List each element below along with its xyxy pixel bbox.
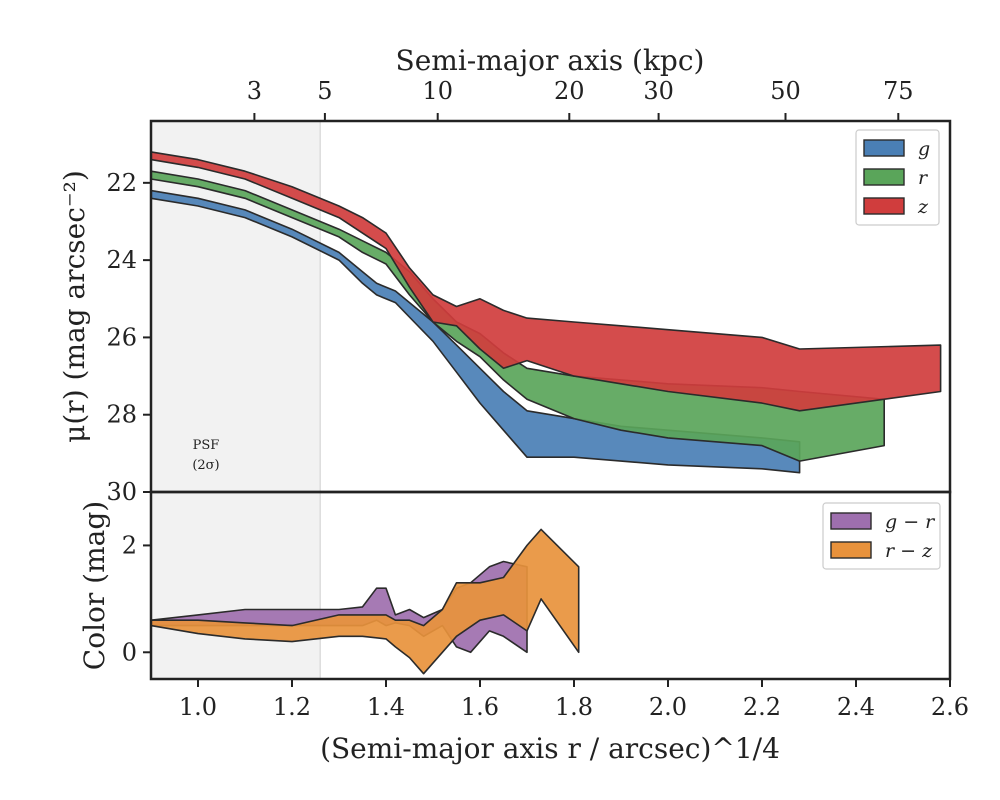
color-legend-label: g − r <box>885 511 936 533</box>
main-legend-swatch <box>863 197 905 215</box>
y-tick-label: 22 <box>106 169 137 197</box>
main-legend-label: z <box>917 196 929 218</box>
color-panel <box>143 490 952 687</box>
x-tick-label: 2.6 <box>931 693 969 721</box>
x-tick-label: 2.2 <box>743 693 781 721</box>
top-tick-label: 50 <box>770 77 801 105</box>
psf-label: (2σ) <box>192 458 219 473</box>
x-tick-label: 1.8 <box>555 693 593 721</box>
main-legend-label: r <box>918 167 929 189</box>
series-band-color-1 <box>150 528 580 675</box>
x-tick-label: 1.6 <box>461 693 499 721</box>
top-axis-title: Semi-major axis (kpc) <box>396 44 705 77</box>
x-axis-title: (Semi-major axis r / arcsec)^1/4 <box>320 732 780 765</box>
color-y-tick-label: 2 <box>122 531 137 559</box>
top-tick-label: 5 <box>317 77 332 105</box>
color-y-axis-title: Color (mag) <box>78 501 111 670</box>
series-band-g <box>150 189 801 474</box>
top-tick-label: 20 <box>554 77 585 105</box>
main-legend-label: g <box>918 138 930 160</box>
top-tick-label: 30 <box>643 77 674 105</box>
y-tick-label: 24 <box>106 246 137 274</box>
x-tick-label: 2.0 <box>649 693 687 721</box>
chart-text: 22 24 26 28 30 3 5 10 20 30 50 75 0 2 1.0 1.2 1.4 1.6 1.8 2… <box>58 44 969 765</box>
y-tick-label: 30 <box>106 478 137 506</box>
top-tick-label: 75 <box>883 77 914 105</box>
x-tick-label: 1.2 <box>273 693 311 721</box>
main-legend-swatch <box>863 168 905 186</box>
x-tick-label: 1.4 <box>367 693 405 721</box>
psf-label: PSF <box>193 438 220 453</box>
main-y-axis-title: μ(r) (mag arcsec⁻²) <box>58 170 91 443</box>
top-tick-label: 10 <box>422 77 453 105</box>
top-tick-label: 3 <box>247 77 262 105</box>
color-legend-swatch <box>830 541 872 559</box>
color-panel-frame <box>149 490 952 681</box>
x-tick-label: 2.4 <box>837 693 875 721</box>
main-legend-swatch <box>863 139 905 157</box>
color-y-tick-label: 0 <box>122 638 137 666</box>
surface-brightness-panel <box>143 113 952 679</box>
color-legend-swatch <box>830 512 872 530</box>
series-band-z <box>150 151 942 412</box>
y-tick-label: 26 <box>106 323 137 351</box>
y-tick-label: 28 <box>106 401 137 429</box>
color-legend-label: r − z <box>885 540 933 562</box>
psf-shaded-region <box>151 121 321 679</box>
x-tick-label: 1.0 <box>179 693 217 721</box>
